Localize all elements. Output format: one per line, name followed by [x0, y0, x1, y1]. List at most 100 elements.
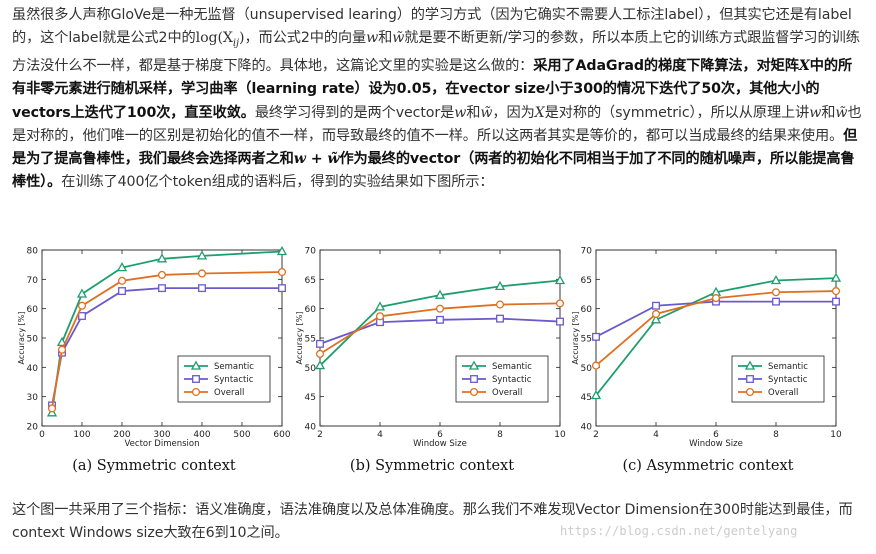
- legend-label-overall: Overall: [768, 388, 798, 398]
- data-point-overall: [57, 345, 67, 354]
- y-tick-label: 70: [581, 247, 593, 257]
- watermark-url: https://blog.csdn.net/gentelyang: [560, 524, 798, 538]
- y-axis-label: Accuracy [%]: [17, 312, 26, 365]
- data-point-semantic: [276, 245, 288, 256]
- text-segment: 就是要不断更新/学习的参数，所以本质上它的训练方式跟监督学习的训练方法没什么不一…: [12, 30, 860, 75]
- math-w-plus-w-tilde: w + w̃: [293, 151, 340, 168]
- data-point-semantic: [650, 314, 662, 324]
- data-point-syntactic: [278, 284, 286, 293]
- data-point-overall: [555, 299, 565, 308]
- math-w: w: [454, 104, 467, 121]
- y-tick-label: 70: [27, 276, 39, 286]
- data-point-semantic: [116, 262, 128, 272]
- data-point-overall: [591, 361, 601, 370]
- formula-log-xij: log(Xij): [195, 30, 245, 50]
- math-w-tilde: w̃: [392, 30, 405, 47]
- y-axis-label: Accuracy [%]: [295, 312, 304, 365]
- y-tick-label: 40: [27, 364, 39, 374]
- series-overall: [47, 267, 287, 413]
- legend-label-syntactic: Syntactic: [768, 375, 808, 385]
- formula-close: ): [239, 30, 245, 47]
- math-x: X: [798, 58, 810, 75]
- x-axis-label: Window Size: [689, 439, 743, 449]
- math-w: w: [366, 30, 379, 47]
- data-point-semantic: [434, 289, 446, 299]
- data-point-overall: [375, 312, 385, 321]
- x-tick-label: 10: [554, 430, 566, 440]
- y-tick-label: 65: [305, 276, 316, 286]
- chart-vector-dimension: 20 30 40 50 60 70 80 0 100 200 300 400 500 600 Vector …: [17, 245, 291, 449]
- data-point-syntactic: [436, 315, 444, 324]
- x-tick-label: 2: [317, 430, 323, 440]
- legend-marker-overall: [745, 387, 755, 397]
- data-point-semantic: [590, 389, 602, 400]
- series-semantic: [590, 272, 842, 400]
- y-tick-label: 45: [305, 393, 316, 403]
- y-tick-label: 50: [305, 364, 317, 374]
- legend-label-semantic: Semantic: [214, 362, 254, 372]
- y-tick-label: 80: [27, 247, 39, 257]
- y-tick-label: 40: [581, 423, 593, 433]
- y-tick-label: 70: [305, 247, 317, 257]
- legend: Semantic Syntactic Overall: [455, 355, 549, 403]
- y-tick-label: 50: [581, 364, 593, 374]
- data-point-overall: [47, 404, 57, 413]
- text-segment: ，因为: [492, 104, 535, 121]
- legend-marker-overall: [469, 387, 479, 397]
- text-segment: 在训练了400亿个token组成的语料后，得到的实验结果如下图所示：: [61, 174, 494, 191]
- data-point-overall: [315, 349, 325, 358]
- y-tick-label: 65: [581, 276, 592, 286]
- math-w-tilde: w̃: [835, 104, 848, 121]
- data-point-overall: [831, 287, 841, 296]
- data-point-syntactic: [592, 332, 600, 341]
- math-x: X: [534, 104, 545, 121]
- x-tick-label: 8: [497, 430, 503, 440]
- data-point-semantic: [494, 280, 506, 291]
- legend-label-overall: Overall: [214, 388, 244, 398]
- x-tick-label: 8: [773, 430, 779, 440]
- formula-text: log(X: [195, 30, 233, 47]
- text-segment: 和: [821, 104, 836, 121]
- y-tick-label: 55: [305, 335, 316, 345]
- x-tick-label: 400: [193, 430, 210, 440]
- legend: Semantic Syntactic Overall: [177, 355, 271, 403]
- series-semantic: [314, 274, 566, 370]
- data-point-syntactic: [772, 297, 780, 306]
- text-segment: 和: [378, 30, 393, 47]
- bold-segment: 但是为了提高鲁棒性，我们最终会选择两者之和: [12, 127, 858, 168]
- x-axis-label: Window Size: [413, 439, 467, 449]
- data-point-overall: [277, 267, 287, 277]
- chart-a-container: 20 30 40 50 60 70 80 0 100 200 300 400 500 600 Vector …: [14, 240, 294, 450]
- series-overall: [315, 299, 565, 358]
- x-tick-label: 4: [653, 430, 659, 440]
- y-tick-label: 45: [581, 393, 592, 403]
- math-w-tilde: w̃: [480, 104, 493, 121]
- data-point-semantic: [770, 274, 782, 285]
- text-segment: 和: [466, 104, 481, 121]
- data-point-semantic: [830, 272, 842, 282]
- legend-label-semantic: Semantic: [768, 362, 808, 372]
- y-tick-label: 60: [305, 305, 317, 315]
- y-axis-label: Accuracy [%]: [571, 312, 580, 365]
- data-point-syntactic: [316, 339, 324, 348]
- formula-subscript: ij: [232, 38, 240, 50]
- math-w: w: [809, 104, 822, 121]
- y-tick-label: 40: [305, 423, 317, 433]
- text-segment: 虽然很多人声称GloVe是一种无监督（unsupervised learing）…: [12, 7, 852, 47]
- data-point-syntactic: [652, 301, 660, 310]
- data-point-overall: [435, 304, 445, 313]
- series-overall: [591, 287, 841, 370]
- article-paragraph-intro: 虽然很多人声称GloVe是一种无监督（unsupervised learing）…: [12, 4, 864, 194]
- data-point-overall: [77, 301, 87, 310]
- data-point-semantic: [156, 253, 168, 263]
- legend-marker-semantic: [744, 360, 756, 370]
- data-point-syntactic: [158, 284, 166, 293]
- data-point-overall: [157, 270, 167, 279]
- y-tick-label: 60: [27, 305, 39, 315]
- legend-marker-syntactic: [746, 375, 754, 383]
- caption-a: (a) Symmetric context: [72, 458, 236, 474]
- bold-segment: 作为最终的vector（两者的初始化不同相当于加了不同的随机噪声，所以能提高鲁棒…: [12, 151, 855, 191]
- chart-symmetric-window: 40 45 50 55 60 65 70 2 4 6 8 10 Window Size Accuracy …: [295, 247, 566, 450]
- data-point-syntactic: [78, 312, 86, 320]
- data-point-semantic: [554, 274, 566, 285]
